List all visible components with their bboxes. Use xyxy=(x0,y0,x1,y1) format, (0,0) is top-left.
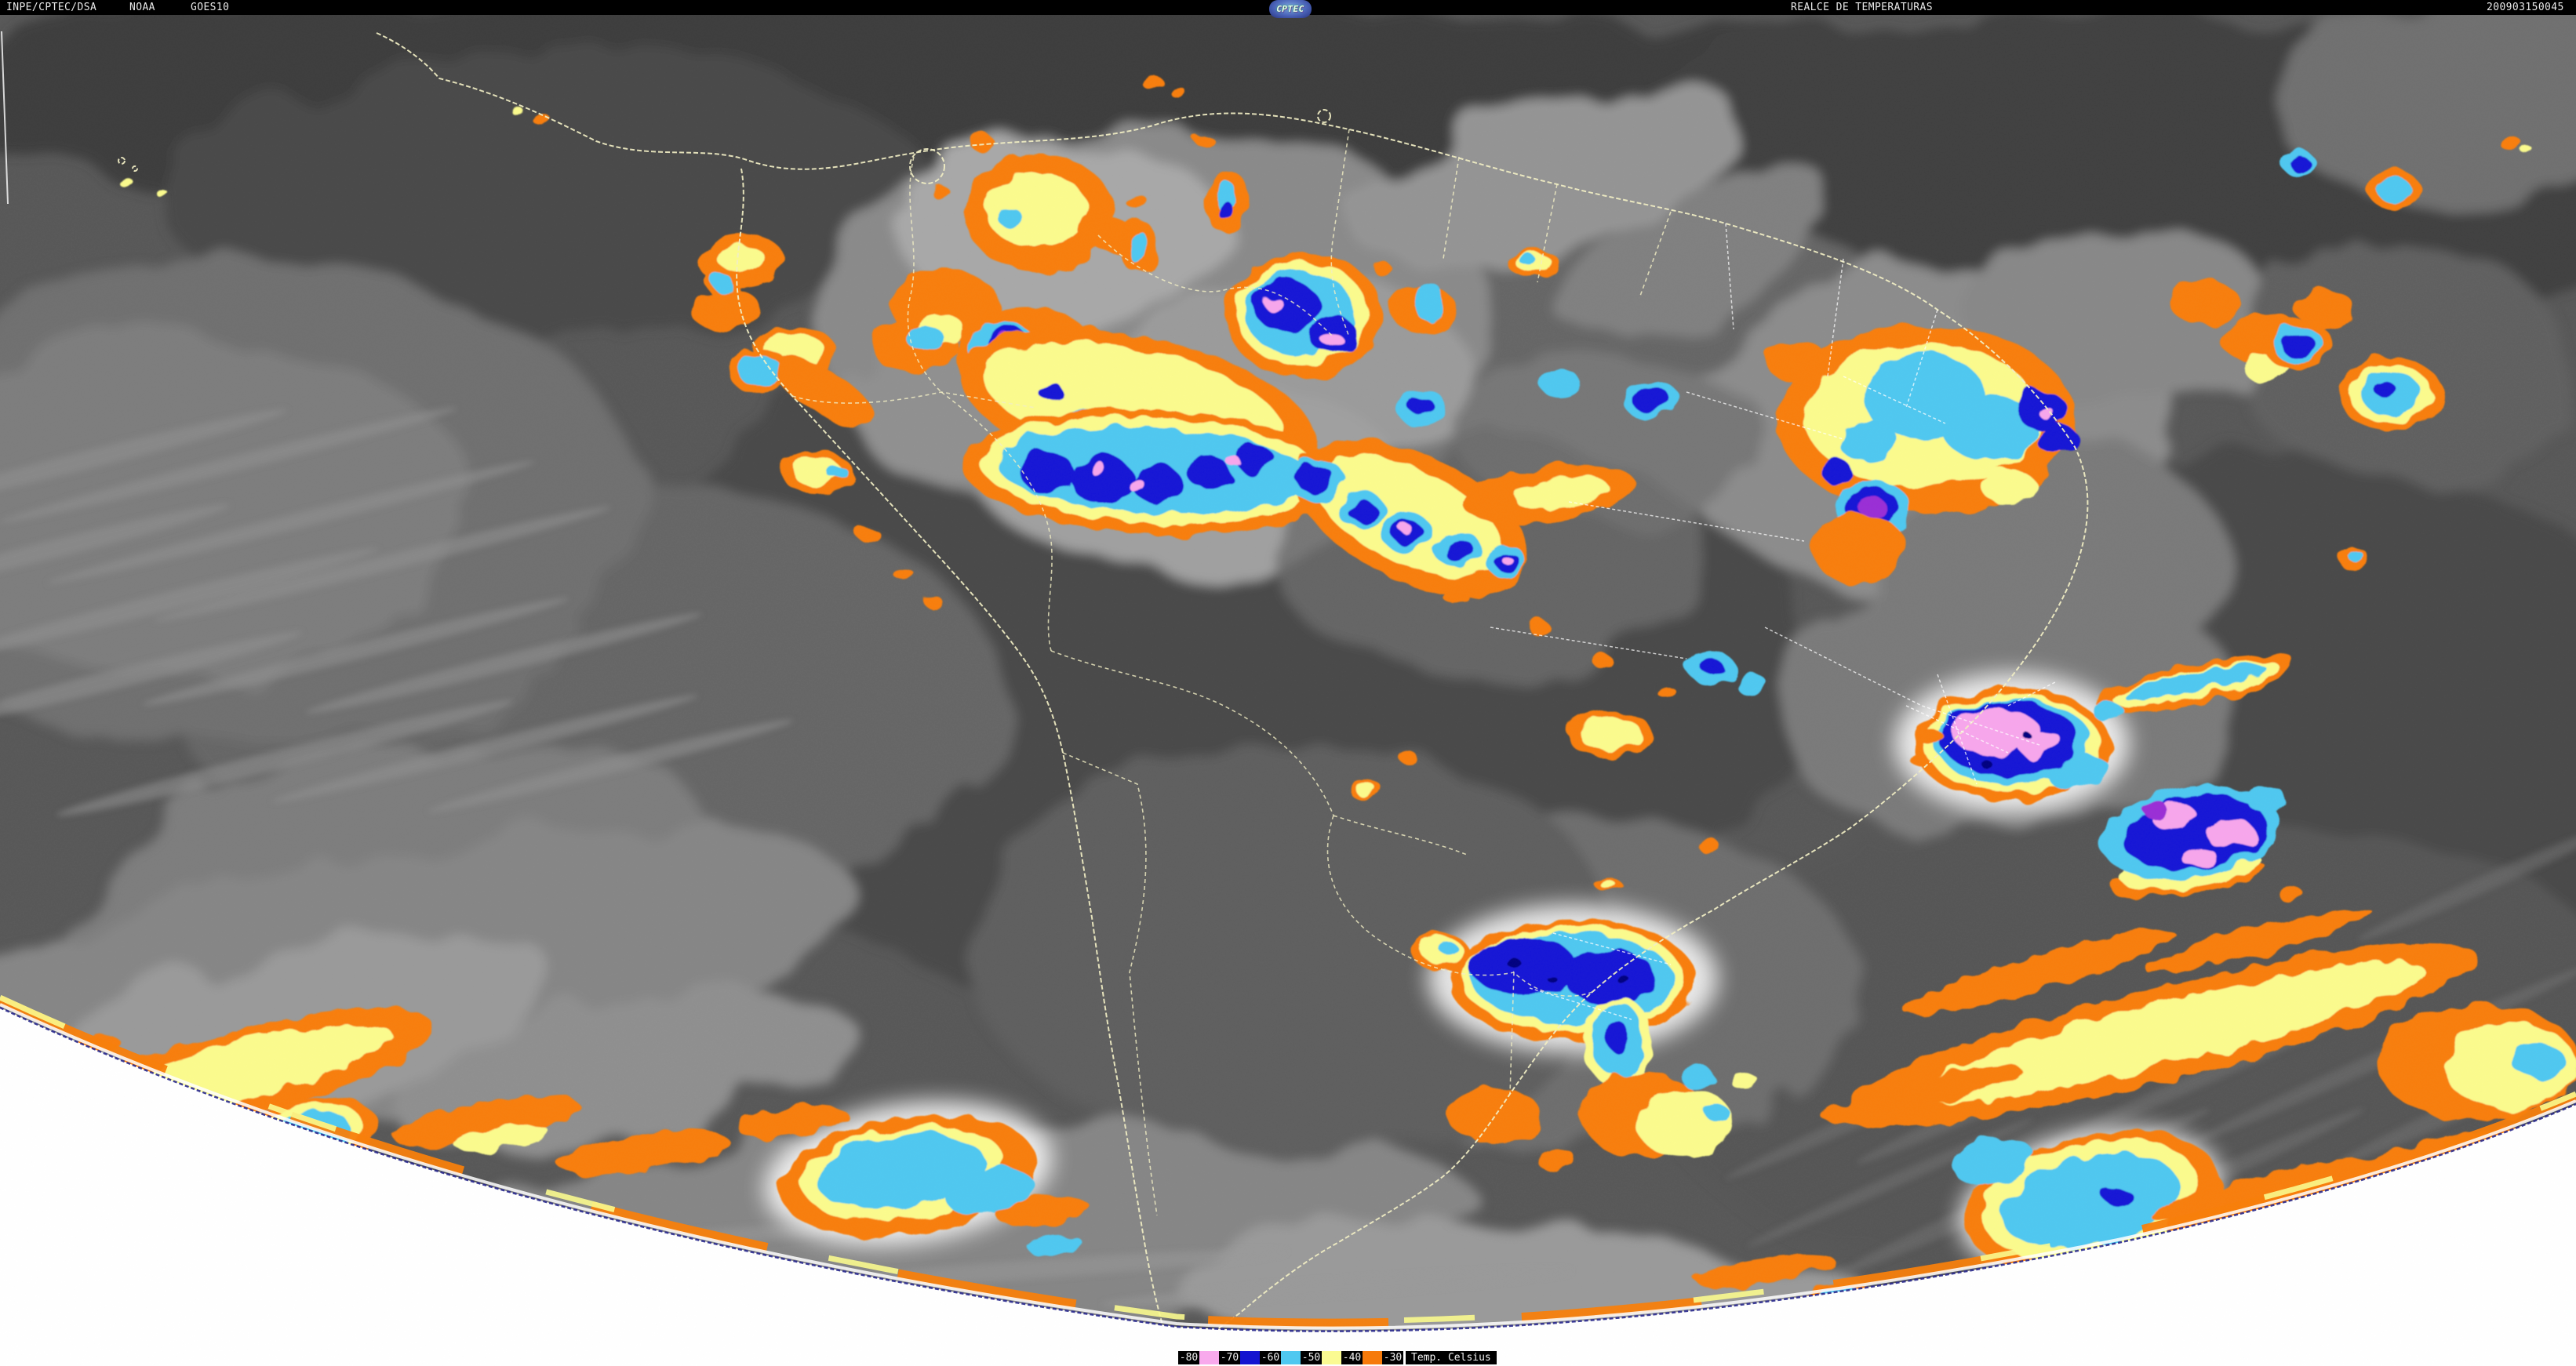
legend-swatch xyxy=(1281,1351,1301,1364)
satellite-label: GOES10 xyxy=(191,2,230,13)
legend-swatch xyxy=(1363,1351,1382,1364)
legend: -80 -70 -60 -50 -40 -30 Temp. Celsius xyxy=(1178,1351,1497,1364)
legend-label: -50 xyxy=(1301,1351,1322,1364)
noaa-label: NOAA xyxy=(129,2,155,13)
cptec-logo: CPTEC xyxy=(1269,0,1312,18)
legend-swatch xyxy=(1199,1351,1219,1364)
product-title: REALCE DE TEMPERATURAS xyxy=(1791,2,1933,13)
legend-label: -40 xyxy=(1341,1351,1363,1364)
legend-title: Temp. Celsius xyxy=(1406,1351,1497,1364)
legend-label: -80 xyxy=(1178,1351,1199,1364)
legend-label: -30 xyxy=(1382,1351,1403,1364)
legend-swatch xyxy=(1322,1351,1341,1364)
cptec-logo-text: CPTEC xyxy=(1276,4,1304,14)
agency-label: INPE/CPTEC/DSA xyxy=(6,2,97,13)
legend-swatch xyxy=(1240,1351,1260,1364)
legend-label: -60 xyxy=(1260,1351,1281,1364)
timestamp: 200903150045 xyxy=(2487,2,2564,13)
legend-label: -70 xyxy=(1219,1351,1240,1364)
